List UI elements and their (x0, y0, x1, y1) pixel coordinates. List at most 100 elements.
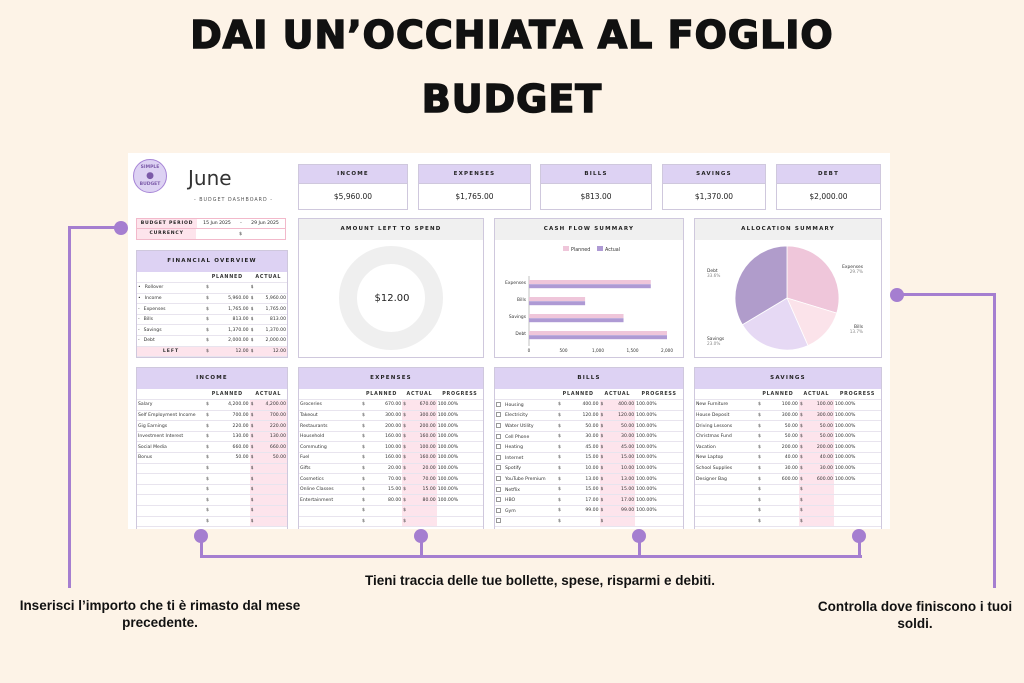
savings-planned[interactable]: 600.00 (765, 473, 799, 485)
income-actual[interactable]: 220.00 (256, 420, 287, 432)
checkbox-icon[interactable] (496, 486, 501, 492)
bills-planned[interactable]: 15.00 (566, 452, 600, 464)
bills-planned[interactable]: 120.00 (566, 410, 600, 422)
checkbox-icon[interactable] (496, 412, 501, 418)
table-row[interactable]: Gym $99.00 $99.00 100.00% (495, 505, 683, 517)
savings-planned[interactable]: 300.00 (765, 410, 799, 422)
table-row[interactable]: $ $ (299, 505, 483, 517)
bills-planned[interactable] (566, 516, 600, 528)
table-row[interactable]: $ $ (137, 505, 287, 517)
checkbox-icon[interactable] (496, 401, 501, 407)
expenses-planned[interactable]: 160.00 (369, 431, 403, 443)
table-row[interactable]: Vacation $200.00 $200.00 100.00% (695, 441, 881, 454)
income-actual[interactable]: 130.00 (256, 431, 287, 443)
expenses-planned[interactable]: 160.00 (369, 452, 403, 464)
table-row[interactable]: Netflix $15.00 $15.00 100.00% (495, 484, 683, 496)
table-row[interactable]: Self Employment Income $700.00 $700.00 (137, 410, 287, 422)
expenses-planned[interactable]: 100.00 (369, 441, 403, 454)
table-row[interactable]: $ $ (695, 505, 881, 517)
expenses-planned[interactable]: 20.00 (369, 463, 403, 475)
income-actual[interactable] (256, 484, 287, 496)
table-row[interactable]: $ $ (495, 516, 683, 528)
savings-planned[interactable]: 100.00 (765, 399, 799, 411)
savings-actual[interactable]: 200.00 (806, 441, 834, 454)
bills-planned[interactable]: 30.00 (566, 431, 600, 443)
table-row[interactable]: Housing $400.00 $400.00 100.00% (495, 399, 683, 411)
table-row[interactable]: Groceries $670.00 $670.00 100.00% (299, 399, 483, 411)
savings-actual[interactable]: 300.00 (806, 410, 834, 422)
table-row[interactable]: Electricity $120.00 $120.00 100.00% (495, 410, 683, 422)
table-row[interactable]: YouTube Premium $13.00 $13.00 100.00% (495, 473, 683, 485)
table-row[interactable]: Heating $45.00 $45.00 100.00% (495, 441, 683, 454)
savings-planned[interactable] (765, 516, 799, 528)
currency-value[interactable]: $ (239, 231, 243, 237)
savings-planned[interactable]: 200.00 (765, 441, 799, 454)
income-planned[interactable]: 50.00 (213, 452, 250, 464)
bills-actual[interactable]: 30.00 (607, 431, 636, 443)
income-planned[interactable] (213, 473, 250, 485)
expenses-planned[interactable]: 80.00 (369, 494, 403, 507)
bills-actual[interactable]: 50.00 (607, 420, 636, 432)
table-row[interactable]: Commuting $100.00 $100.00 100.00% (299, 441, 483, 454)
table-row[interactable]: $ $ (695, 484, 881, 496)
table-row[interactable]: Entertainment $80.00 $80.00 100.00% (299, 494, 483, 507)
savings-planned[interactable] (765, 484, 799, 496)
expenses-planned[interactable] (369, 516, 403, 528)
savings-planned[interactable]: 50.00 (765, 420, 799, 432)
bills-planned[interactable]: 99.00 (566, 505, 600, 517)
bills-planned[interactable]: 50.00 (566, 420, 600, 432)
income-planned[interactable]: 130.00 (213, 431, 250, 443)
savings-planned[interactable]: 40.00 (765, 452, 799, 464)
table-row[interactable]: Cosmetics $70.00 $70.00 100.00% (299, 473, 483, 485)
bills-actual[interactable]: 120.00 (607, 410, 636, 422)
expenses-planned[interactable]: 200.00 (369, 420, 403, 432)
expenses-planned[interactable]: 70.00 (369, 473, 403, 485)
table-row[interactable]: $ $ (137, 516, 287, 528)
table-row[interactable]: $ $ (695, 516, 881, 528)
income-planned[interactable]: 660.00 (213, 441, 250, 454)
savings-actual[interactable] (806, 505, 834, 517)
bills-planned[interactable]: 15.00 (566, 484, 600, 496)
expenses-actual[interactable]: 70.00 (409, 473, 437, 485)
savings-actual[interactable]: 100.00 (806, 399, 834, 411)
checkbox-icon[interactable] (496, 476, 501, 482)
table-row[interactable]: Water Utility $50.00 $50.00 100.00% (495, 420, 683, 432)
income-actual[interactable] (256, 505, 287, 517)
savings-planned[interactable]: 50.00 (765, 431, 799, 443)
table-row[interactable]: Bonus $50.00 $50.00 (137, 452, 287, 464)
table-row[interactable]: Christmas Fund $50.00 $50.00 100.00% (695, 431, 881, 443)
checkbox-icon[interactable] (496, 444, 501, 450)
bills-planned[interactable]: 10.00 (566, 463, 600, 475)
table-row[interactable]: School Supplies $30.00 $30.00 100.00% (695, 463, 881, 475)
expenses-actual[interactable] (409, 516, 437, 528)
expenses-actual[interactable]: 200.00 (409, 420, 437, 432)
bills-actual[interactable]: 10.00 (607, 463, 636, 475)
table-row[interactable]: Fuel $160.00 $160.00 100.00% (299, 452, 483, 464)
income-actual[interactable] (256, 463, 287, 475)
savings-planned[interactable] (765, 505, 799, 517)
bills-planned[interactable]: 400.00 (566, 399, 600, 411)
expenses-planned[interactable]: 300.00 (369, 410, 403, 422)
table-row[interactable]: Online Classes $15.00 $15.00 100.00% (299, 484, 483, 496)
table-row[interactable]: Social Media $660.00 $660.00 (137, 441, 287, 454)
bills-actual[interactable]: 400.00 (607, 399, 636, 411)
savings-planned[interactable]: 30.00 (765, 463, 799, 475)
income-actual[interactable] (256, 473, 287, 485)
expenses-actual[interactable]: 300.00 (409, 410, 437, 422)
bills-actual[interactable]: 15.00 (607, 452, 636, 464)
savings-actual[interactable]: 40.00 (806, 452, 834, 464)
bills-planned[interactable]: 45.00 (566, 441, 600, 454)
bills-planned[interactable]: 13.00 (566, 473, 600, 485)
income-actual[interactable]: 50.00 (256, 452, 287, 464)
expenses-actual[interactable]: 670.00 (409, 399, 437, 411)
checkbox-icon[interactable] (496, 433, 501, 439)
table-row[interactable]: Household $160.00 $160.00 100.00% (299, 431, 483, 443)
savings-actual[interactable]: 600.00 (806, 473, 834, 485)
table-row[interactable]: $ $ (137, 494, 287, 507)
table-row[interactable]: Takeout $300.00 $300.00 100.00% (299, 410, 483, 422)
income-planned[interactable]: 700.00 (213, 410, 250, 422)
table-row[interactable]: Gifts $20.00 $20.00 100.00% (299, 463, 483, 475)
bills-actual[interactable]: 13.00 (607, 473, 636, 485)
bills-actual[interactable]: 17.00 (607, 494, 636, 507)
table-row[interactable]: $ $ (137, 484, 287, 496)
